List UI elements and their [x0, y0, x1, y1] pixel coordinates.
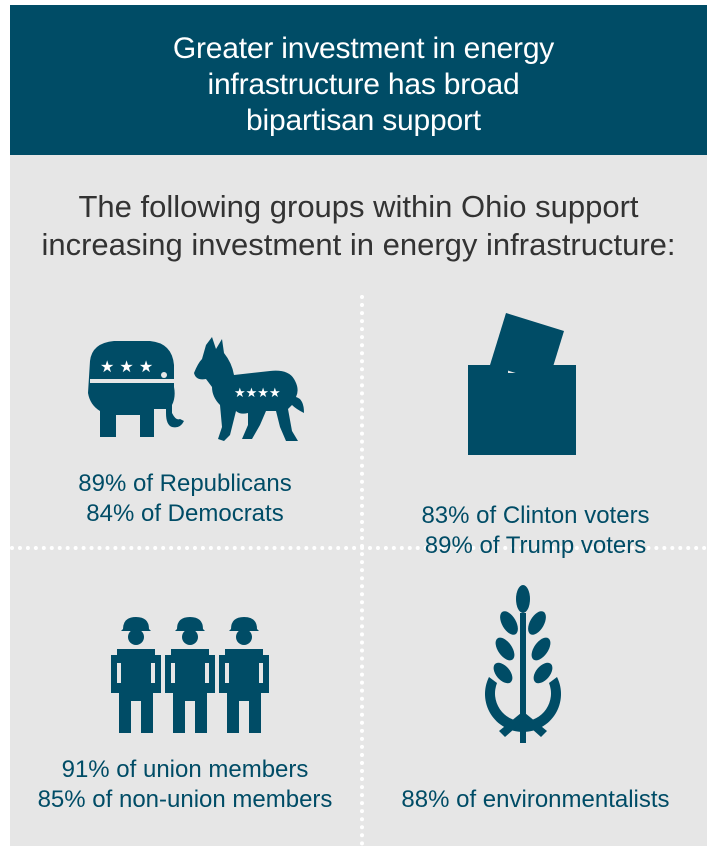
stat-line: 89% of Republicans [78, 470, 292, 497]
ballot-box-icon [460, 305, 580, 455]
subtitle: The following groups within Ohio support… [10, 188, 707, 264]
stat-union-members: 91% of union members 85% of non-union me… [10, 755, 360, 815]
stat-republicans-democrats: 89% of Republicans 84% of Democrats [10, 469, 360, 529]
stat-line: 83% of Clinton voters [421, 502, 650, 529]
vertical-divider [360, 295, 364, 846]
elephant-donkey-icon: ★ ★ ★ ★★★★ [80, 335, 305, 447]
workers-icon [103, 615, 277, 735]
svg-text:★ ★ ★: ★ ★ ★ [100, 357, 153, 376]
content-panel: The following groups within Ohio support… [10, 155, 707, 846]
subtitle-line-1: The following groups within Ohio support [78, 189, 639, 224]
elephant-icon: ★ ★ ★ [88, 341, 184, 437]
wheat-peace-icon [473, 585, 573, 745]
stat-line: 88% of environmentalists [401, 786, 670, 813]
header-title-line-3: bipartisan support [246, 104, 481, 137]
stat-clinton-trump: 83% of Clinton voters 89% of Trump voter… [364, 501, 707, 561]
horizontal-divider [10, 546, 707, 550]
stat-environmentalists: 88% of environmentalists [364, 785, 707, 815]
stat-line: 89% of Trump voters [424, 532, 647, 559]
stat-line: 91% of union members [61, 756, 309, 783]
subtitle-line-2: increasing investment in energy infrastr… [41, 227, 676, 262]
header-title-line-1: Greater investment in energy [172, 32, 555, 65]
header-title-line-2: infrastructure has broad [207, 68, 520, 101]
donkey-icon: ★★★★ [194, 337, 304, 441]
svg-text:★★★★: ★★★★ [234, 386, 281, 401]
header-banner: Greater investment in energy infrastruct… [10, 5, 707, 155]
stat-line: 84% of Democrats [86, 500, 284, 527]
stat-line: 85% of non-union members [37, 786, 333, 813]
